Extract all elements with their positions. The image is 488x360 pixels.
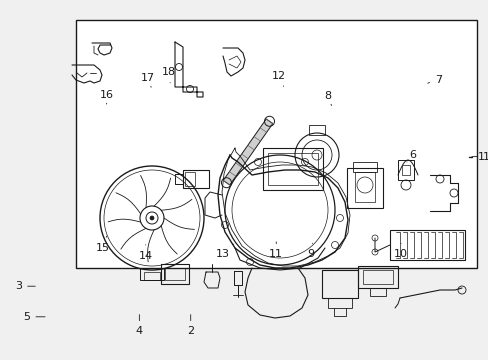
Text: 17: 17 xyxy=(141,73,155,87)
Bar xyxy=(184,172,195,186)
Bar xyxy=(397,160,413,180)
Text: 11: 11 xyxy=(269,242,283,259)
Bar xyxy=(321,270,357,298)
Bar xyxy=(362,270,392,284)
Bar xyxy=(369,288,385,296)
Bar xyxy=(164,268,184,280)
Bar xyxy=(263,148,323,190)
Text: 10: 10 xyxy=(393,243,407,259)
Bar xyxy=(183,170,208,188)
Bar xyxy=(140,268,163,280)
Text: 13: 13 xyxy=(215,244,233,259)
Bar xyxy=(267,153,317,185)
Bar xyxy=(354,172,374,202)
Bar xyxy=(389,230,464,260)
Bar xyxy=(308,125,325,135)
Text: 9: 9 xyxy=(306,243,313,259)
Bar xyxy=(357,266,397,288)
Bar xyxy=(143,272,160,280)
Text: 15: 15 xyxy=(96,236,109,253)
Text: 18: 18 xyxy=(162,67,175,83)
Text: 12: 12 xyxy=(271,71,285,86)
Text: 14: 14 xyxy=(139,245,152,261)
Text: 6: 6 xyxy=(406,150,416,162)
Text: 2: 2 xyxy=(187,315,194,336)
Text: 5: 5 xyxy=(23,312,45,322)
Text: 7: 7 xyxy=(427,75,441,85)
Bar xyxy=(352,162,376,172)
Bar xyxy=(401,165,409,175)
Text: 16: 16 xyxy=(100,90,113,104)
Polygon shape xyxy=(223,119,272,185)
Circle shape xyxy=(150,216,154,220)
Bar xyxy=(161,264,189,284)
Text: 1: 1 xyxy=(472,152,488,162)
Text: 3: 3 xyxy=(15,281,35,291)
Text: 8: 8 xyxy=(324,91,331,105)
Bar xyxy=(346,168,382,208)
Text: 4: 4 xyxy=(136,315,142,336)
Bar xyxy=(327,298,351,308)
Bar xyxy=(76,20,476,268)
Text: 1: 1 xyxy=(471,152,484,162)
